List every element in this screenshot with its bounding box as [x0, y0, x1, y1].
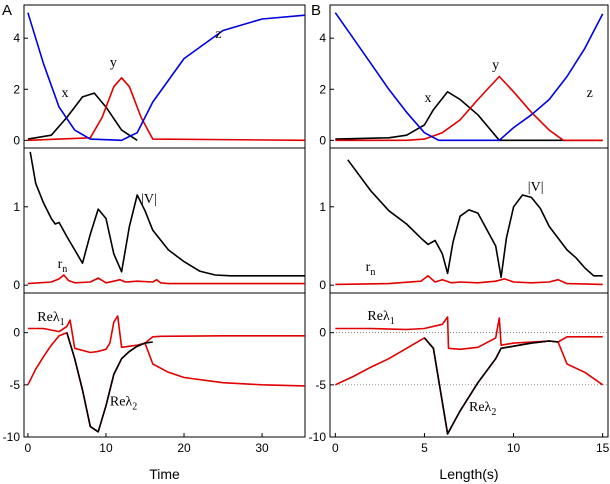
series-line--v [29, 151, 305, 277]
series-line-z [27, 12, 305, 142]
series-annotation: |V| [141, 192, 157, 207]
y-tick-label: 1 [13, 200, 20, 214]
series-line-y [27, 77, 305, 142]
x-tick-label: 30 [255, 441, 269, 455]
y-tick-label: 1 [319, 200, 326, 214]
series-group [334, 316, 604, 435]
series-annotation: Reλ2 [469, 400, 496, 418]
series-annotation: y [492, 58, 499, 73]
y-tick-label: 2 [13, 82, 20, 96]
plot-frame [23, 4, 306, 149]
series-line-x [27, 92, 138, 141]
panel-A-bot: 0 -5 -10 0 10 20 30 Time Reλ1 Reλ2 [3, 292, 306, 482]
series-line-overlay [423, 337, 559, 435]
y-tick-label: 4 [319, 31, 326, 45]
series-annotation: x [424, 91, 431, 106]
panel-A-top: 0 2 4 x y z [13, 4, 306, 149]
series-line-r-n [27, 274, 305, 285]
y-tick-label: -5 [315, 378, 326, 392]
y-tick-label: -5 [9, 378, 20, 392]
annotation-subscript: 1 [60, 317, 65, 328]
annotation-subscript: 1 [390, 316, 395, 327]
annotation-subscript: n [370, 267, 375, 278]
series-annotation: z [215, 27, 221, 42]
series-annotation: Reλ1 [37, 310, 64, 328]
x-tick-label: 0 [332, 441, 339, 455]
series-group [335, 159, 603, 286]
series-line-r-n [335, 274, 603, 286]
series-annotation: y [110, 55, 117, 70]
series-line--v [347, 159, 603, 279]
panel-B-bot: 0 -5 -10 0 5 10 15 Length(s) Reλ1 Reλ2 [309, 292, 610, 482]
series-annotation: Reλ2 [110, 395, 137, 413]
series-group [334, 12, 604, 142]
y-tick-label: 0 [319, 133, 326, 147]
y-tick-label: 0 [13, 326, 20, 340]
series-group [27, 151, 305, 285]
y-tick-label: 0 [13, 278, 20, 292]
y-tick-label: 0 [319, 326, 326, 340]
series-annotation: z [587, 86, 593, 101]
panel-A-mid: 0 1 |V| rn [13, 147, 306, 294]
plot-frame [329, 292, 609, 438]
series-line-overlay [66, 332, 153, 433]
y-tick-label: -10 [3, 430, 21, 444]
x-tick-label: 0 [25, 441, 32, 455]
y-tick-label: 0 [319, 278, 326, 292]
series-line-re-1 [335, 316, 604, 386]
series-group [27, 12, 305, 142]
series-line-re-1 [27, 315, 305, 354]
annotation-subscript: 2 [132, 402, 137, 413]
x-axis-label: Time [149, 466, 180, 482]
panel-letter-b: B [311, 2, 321, 19]
series-line-re-2 [27, 331, 305, 433]
x-tick-label: 10 [99, 441, 113, 455]
panel-B-top: 0 2 4 x y z [319, 4, 609, 149]
x-tick-label: 10 [507, 441, 521, 455]
series-annotation: rn [58, 257, 68, 275]
y-tick-label: 4 [13, 31, 20, 45]
y-tick-label: -10 [309, 430, 327, 444]
series-annotation: Reλ1 [367, 309, 394, 327]
series-line-z [334, 12, 604, 142]
x-tick-label: 15 [596, 441, 610, 455]
panel-B-mid: 0 1 |V| rn [319, 147, 609, 294]
panel-letter-a: A [2, 2, 12, 19]
plot-frame [23, 292, 306, 438]
annotation-subscript: n [62, 264, 67, 275]
series-annotation: x [61, 86, 68, 101]
series-annotation: |V| [528, 180, 544, 195]
series-line-y [335, 75, 603, 142]
series-group [27, 315, 305, 433]
series-line-x [335, 91, 603, 142]
y-tick-label: 2 [319, 82, 326, 96]
x-tick-label: 5 [421, 441, 428, 455]
y-tick-label: 0 [13, 133, 20, 147]
x-tick-label: 20 [177, 441, 191, 455]
series-annotation: rn [366, 260, 376, 278]
annotation-subscript: 2 [491, 407, 496, 418]
x-axis-label: Length(s) [439, 466, 498, 482]
